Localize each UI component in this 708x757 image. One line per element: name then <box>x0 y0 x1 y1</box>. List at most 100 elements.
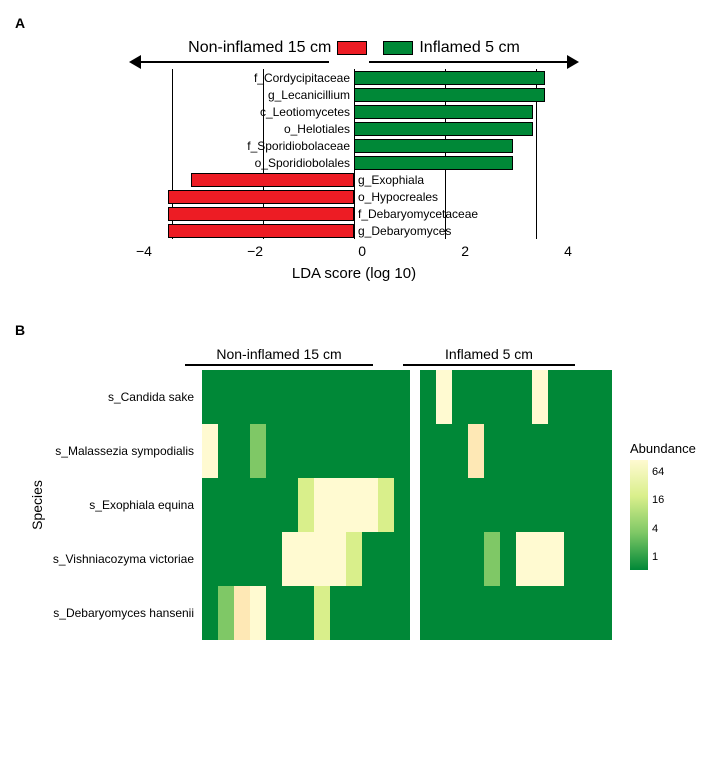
heatmap-cell <box>378 586 394 640</box>
bar-label: g_Lecanicillium <box>268 88 350 102</box>
heatmap-column <box>452 370 468 640</box>
heatmap-cell <box>532 532 548 586</box>
heatmap-cell <box>202 586 218 640</box>
heatmap-cell <box>202 478 218 532</box>
heatmap-cell <box>394 478 410 532</box>
abundance-scale: 641641 <box>630 460 696 570</box>
heatmap-cell <box>346 478 362 532</box>
bar-row: o_Helotiales <box>89 120 619 137</box>
heatmap-cell <box>420 424 436 478</box>
heatmap-cell <box>330 532 346 586</box>
bar-row: f_Sporidiobolaceae <box>89 137 619 154</box>
heatmap-cell <box>362 370 378 424</box>
heatmap-wrap: Species s_Candida sakes_Malassezia sympo… <box>15 370 693 640</box>
heatmap-cell <box>548 370 564 424</box>
heatmap-header-line <box>403 364 576 366</box>
heatmap-cell <box>516 532 532 586</box>
bar-row: g_Lecanicillium <box>89 86 619 103</box>
legend-left: Non-inflamed 15 cm <box>188 39 367 57</box>
heatmap-headers: Non-inflamed 15 cmInflamed 5 cm <box>175 346 693 366</box>
heatmap-cell <box>532 478 548 532</box>
bar-label: f_Sporidiobolaceae <box>247 139 350 153</box>
bar-label: o_Sporidiobolales <box>255 156 350 170</box>
bar-row: g_Debaryomyces <box>89 222 619 239</box>
bar-row: c_Leotiomycetes <box>89 103 619 120</box>
axis-tick: 2 <box>461 243 469 259</box>
bar <box>354 105 533 119</box>
abundance-tick: 16 <box>652 494 664 506</box>
abundance-title: Abundance <box>630 441 696 456</box>
heatmap-column <box>580 370 596 640</box>
heatmap-cell <box>564 478 580 532</box>
bar-row: o_Sporidiobolales <box>89 154 619 171</box>
heatmap-cell <box>436 424 452 478</box>
heatmap-cell <box>468 478 484 532</box>
heatmap-cell <box>548 586 564 640</box>
heatmap-cell <box>394 586 410 640</box>
legend-right-text: Inflamed 5 cm <box>419 39 519 57</box>
bar-label: g_Debaryomyces <box>358 224 451 238</box>
heatmap-cell <box>314 424 330 478</box>
heatmap-cell <box>500 370 516 424</box>
heatmap-cell <box>420 586 436 640</box>
heatmap-cell <box>436 478 452 532</box>
heatmap-cell <box>580 532 596 586</box>
heatmap-cell <box>234 370 250 424</box>
bar <box>191 173 355 187</box>
heatmap-header-line <box>185 364 372 366</box>
abundance-ticks: 641641 <box>652 460 664 570</box>
heatmap-cell <box>500 586 516 640</box>
bar-row: f_Cordycipitaceae <box>89 69 619 86</box>
heatmap-column <box>298 370 314 640</box>
bar-row: o_Hypocreales <box>89 188 619 205</box>
heatmap-cell <box>516 424 532 478</box>
heatmap-cell <box>500 478 516 532</box>
heatmap-cell <box>564 532 580 586</box>
heatmap-cell <box>452 370 468 424</box>
heatmap-column <box>330 370 346 640</box>
heatmap-cell <box>516 478 532 532</box>
heatmap-column <box>564 370 580 640</box>
heatmap-cell <box>346 532 362 586</box>
bar-label: o_Hypocreales <box>358 190 438 204</box>
bar-row: f_Debaryomycetaceae <box>89 205 619 222</box>
heatmap-grid <box>202 370 612 640</box>
heatmap-cell <box>282 532 298 586</box>
heatmap-cell <box>330 370 346 424</box>
heatmap-cell <box>202 532 218 586</box>
species-axis-label: Species <box>29 480 45 530</box>
axis-tick: 0 <box>358 243 366 259</box>
panel-a: A Non-inflamed 15 cm Inflamed 5 cm f_Cor… <box>15 15 693 282</box>
heatmap-cell <box>394 370 410 424</box>
heatmap-cell <box>378 532 394 586</box>
heatmap-cell <box>596 586 612 640</box>
heatmap-cell <box>436 586 452 640</box>
heatmap-cell <box>378 478 394 532</box>
axis-tick: −2 <box>247 243 263 259</box>
legend-right: Inflamed 5 cm <box>383 39 519 57</box>
legend-a: Non-inflamed 15 cm Inflamed 5 cm <box>15 39 693 57</box>
heatmap-cell <box>452 478 468 532</box>
heatmap-cell <box>580 370 596 424</box>
heatmap-column <box>362 370 378 640</box>
heatmap-cell <box>420 532 436 586</box>
heatmap-header: Inflamed 5 cm <box>393 346 585 366</box>
heatmap-cell <box>250 370 266 424</box>
heatmap-column <box>346 370 362 640</box>
heatmap-cell <box>346 370 362 424</box>
heatmap-species-labels: s_Candida sakes_Malassezia sympodialiss_… <box>42 370 202 640</box>
heatmap-cell <box>330 424 346 478</box>
heatmap-column <box>202 370 218 640</box>
heatmap-group <box>202 370 410 640</box>
heatmap-column <box>516 370 532 640</box>
legend-right-swatch <box>383 41 413 55</box>
abundance-tick: 64 <box>652 466 664 478</box>
barchart: f_Cordycipitaceae g_Lecanicilliumc_Leotio… <box>89 69 619 282</box>
heatmap-cell <box>346 586 362 640</box>
heatmap-column <box>314 370 330 640</box>
heatmap-cell <box>298 478 314 532</box>
heatmap-column <box>394 370 410 640</box>
heatmap-cell <box>394 532 410 586</box>
bar <box>354 71 545 85</box>
heatmap-cell <box>484 478 500 532</box>
